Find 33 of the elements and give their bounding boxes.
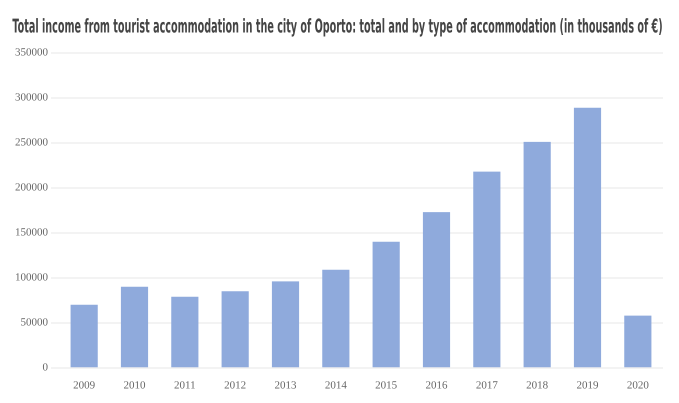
y-tick-label: 100000 [15, 272, 48, 284]
bar [524, 142, 551, 368]
y-tick-label: 0 [42, 362, 48, 374]
y-tick-label: 300000 [15, 92, 48, 104]
x-tick-label: 2015 [375, 379, 398, 392]
bar [422, 212, 450, 368]
bar [322, 270, 350, 368]
x-tick-label: 2016 [426, 379, 448, 392]
bar [473, 172, 500, 368]
y-tick-label: 250000 [15, 136, 48, 149]
x-tick-label: 2011 [174, 379, 196, 392]
x-tick-label: 2020 [626, 379, 650, 392]
y-tick-label: 150000 [15, 226, 48, 239]
bar [574, 108, 602, 368]
bar [171, 296, 198, 368]
x-tick-label: 2012 [224, 379, 246, 392]
bar [624, 316, 652, 368]
bar [372, 242, 400, 368]
bar [272, 281, 300, 368]
x-tick-label: 2018 [526, 379, 549, 392]
x-tick-label: 2017 [476, 379, 498, 392]
bar [120, 286, 148, 368]
y-tick-label: 50000 [20, 316, 48, 329]
chart-title: Total income from tourist accommodation in the city of Oporto: total and by type of accommodation (in thousands of €) [12, 14, 663, 38]
y-tick-label: 200000 [15, 182, 48, 194]
x-tick-label: 2009 [73, 379, 96, 392]
y-tick-label: 350000 [15, 46, 48, 59]
x-tick-label: 2019 [576, 379, 599, 392]
x-tick-label: 2014 [324, 379, 348, 392]
bar [222, 291, 249, 368]
bar [70, 304, 98, 368]
x-tick-label: 2010 [124, 379, 146, 392]
x-tick-label: 2013 [274, 379, 297, 392]
